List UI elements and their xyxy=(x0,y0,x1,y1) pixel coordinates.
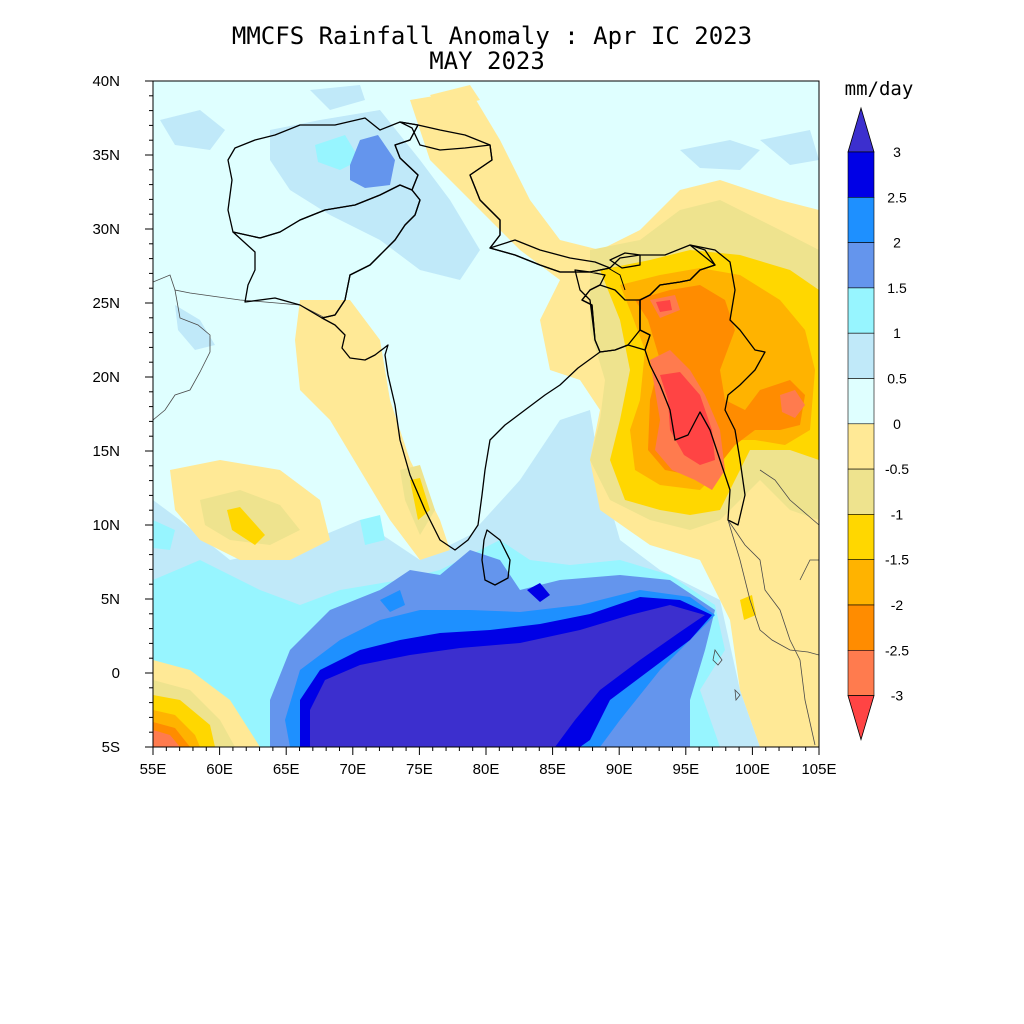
outline-bangladesh xyxy=(581,284,651,353)
colorbar-level-label: -3 xyxy=(891,688,904,704)
y-tick-label: 30N xyxy=(92,221,120,238)
outline-bhutan xyxy=(609,252,641,269)
outline-nepal xyxy=(489,239,611,273)
colorbar-swatch xyxy=(847,423,875,470)
coastlines xyxy=(153,274,819,746)
x-tick-label: 95E xyxy=(672,761,699,778)
outline-china-border xyxy=(417,124,501,249)
colorbar-level-label: 1.5 xyxy=(887,280,907,296)
colorbar-level-label: 2 xyxy=(893,235,901,251)
y-tick-label: 15N xyxy=(92,443,120,460)
anomaly-region xyxy=(430,85,480,110)
colorbar-level-label: -1 xyxy=(891,506,904,522)
colorbar-swatch xyxy=(847,649,875,696)
y-tick-label: 35N xyxy=(92,147,120,164)
anomaly-region xyxy=(660,372,715,465)
x-tick-label: 80E xyxy=(473,761,500,778)
outline-sri-lanka xyxy=(481,529,511,586)
anomaly-region xyxy=(740,595,756,620)
colorbar-swatch xyxy=(847,287,875,334)
y-tick-label: 40N xyxy=(92,73,120,90)
colorbar-level-label: 2.5 xyxy=(887,189,907,205)
anomaly-region xyxy=(360,515,385,545)
colorbar-lower-triangle xyxy=(847,695,875,742)
y-tick-label: 25N xyxy=(92,295,120,312)
x-tick-label: 100E xyxy=(735,761,770,778)
anomaly-contours xyxy=(153,85,819,747)
x-tick-label: 75E xyxy=(406,761,433,778)
colorbar-level-label: 0.5 xyxy=(887,371,907,387)
anomaly-region xyxy=(380,590,405,612)
x-tick-label: 90E xyxy=(606,761,633,778)
anomaly-region xyxy=(315,135,360,170)
colorbar-upper-triangle xyxy=(847,106,875,153)
anomaly-region xyxy=(160,110,225,150)
anomaly-region xyxy=(310,605,705,747)
anomaly-region xyxy=(153,520,175,550)
x-tick-label: 65E xyxy=(273,761,300,778)
anomaly-region xyxy=(656,300,672,312)
colorbar-swatch xyxy=(847,559,875,606)
colorbar-level-label: -1.5 xyxy=(885,552,909,568)
anomaly-region xyxy=(680,140,760,170)
colorbar-swatch xyxy=(847,332,875,379)
colorbar-swatch xyxy=(847,378,875,425)
anomaly-region xyxy=(310,85,365,110)
anomaly-region xyxy=(175,305,215,350)
anomaly-region xyxy=(780,390,805,418)
colorbar-swatch xyxy=(847,604,875,651)
anomaly-region xyxy=(760,130,819,165)
chart-title: MMCFS Rainfall Anomaly : Apr IC 2023 xyxy=(232,22,752,50)
colorbar: mm/day 3 2.5 2 1.5 1 0.5 0 -0.5 -1 -1.5 -2 -2.5 -3 xyxy=(845,78,914,742)
map-plot-area: 55E 60E 65E 70E 75E 80E 85E 90E 95E 100E 105E 40N 3… xyxy=(92,73,836,778)
x-tick-label: 60E xyxy=(206,761,233,778)
chart-subtitle: MAY 2023 xyxy=(429,47,545,75)
y-axis: 40N 35N 30N 25N 20N 15N 10N 5N 0 5S xyxy=(92,73,153,756)
colorbar-level-label: 0 xyxy=(893,416,901,432)
anomaly-region xyxy=(200,490,300,545)
colorbar-level-label: -0.5 xyxy=(885,461,909,477)
anomaly-region xyxy=(227,507,265,545)
colorbar-level-label: 1 xyxy=(893,325,901,341)
y-tick-label: 0 xyxy=(112,665,120,682)
x-tick-label: 105E xyxy=(801,761,836,778)
colorbar-swatch xyxy=(847,514,875,561)
colorbar-swatch xyxy=(847,468,875,515)
x-tick-label: 55E xyxy=(140,761,167,778)
x-tick-label: 85E xyxy=(539,761,566,778)
anomaly-region xyxy=(153,730,180,747)
anomaly-region xyxy=(527,583,550,602)
colorbar-level-label: -2 xyxy=(891,597,904,613)
outline-myanmar xyxy=(639,244,766,526)
y-tick-label: 10N xyxy=(92,517,120,534)
x-axis: 55E 60E 65E 70E 75E 80E 85E 90E 95E 100E 105E xyxy=(140,747,837,778)
colorbar-units: mm/day xyxy=(845,78,914,100)
colorbar-swatch xyxy=(847,151,875,198)
y-tick-label: 5N xyxy=(101,591,120,608)
y-tick-label: 5S xyxy=(102,739,120,756)
colorbar-swatch xyxy=(847,242,875,289)
colorbar-swatch xyxy=(847,197,875,243)
colorbar-level-label: 3 xyxy=(893,144,901,160)
coast-mainland-east xyxy=(607,267,626,291)
y-tick-label: 20N xyxy=(92,369,120,386)
anomaly-region xyxy=(350,135,395,188)
country-boundaries xyxy=(227,117,766,586)
x-tick-label: 70E xyxy=(339,761,366,778)
colorbar-level-label: -2.5 xyxy=(885,642,909,658)
